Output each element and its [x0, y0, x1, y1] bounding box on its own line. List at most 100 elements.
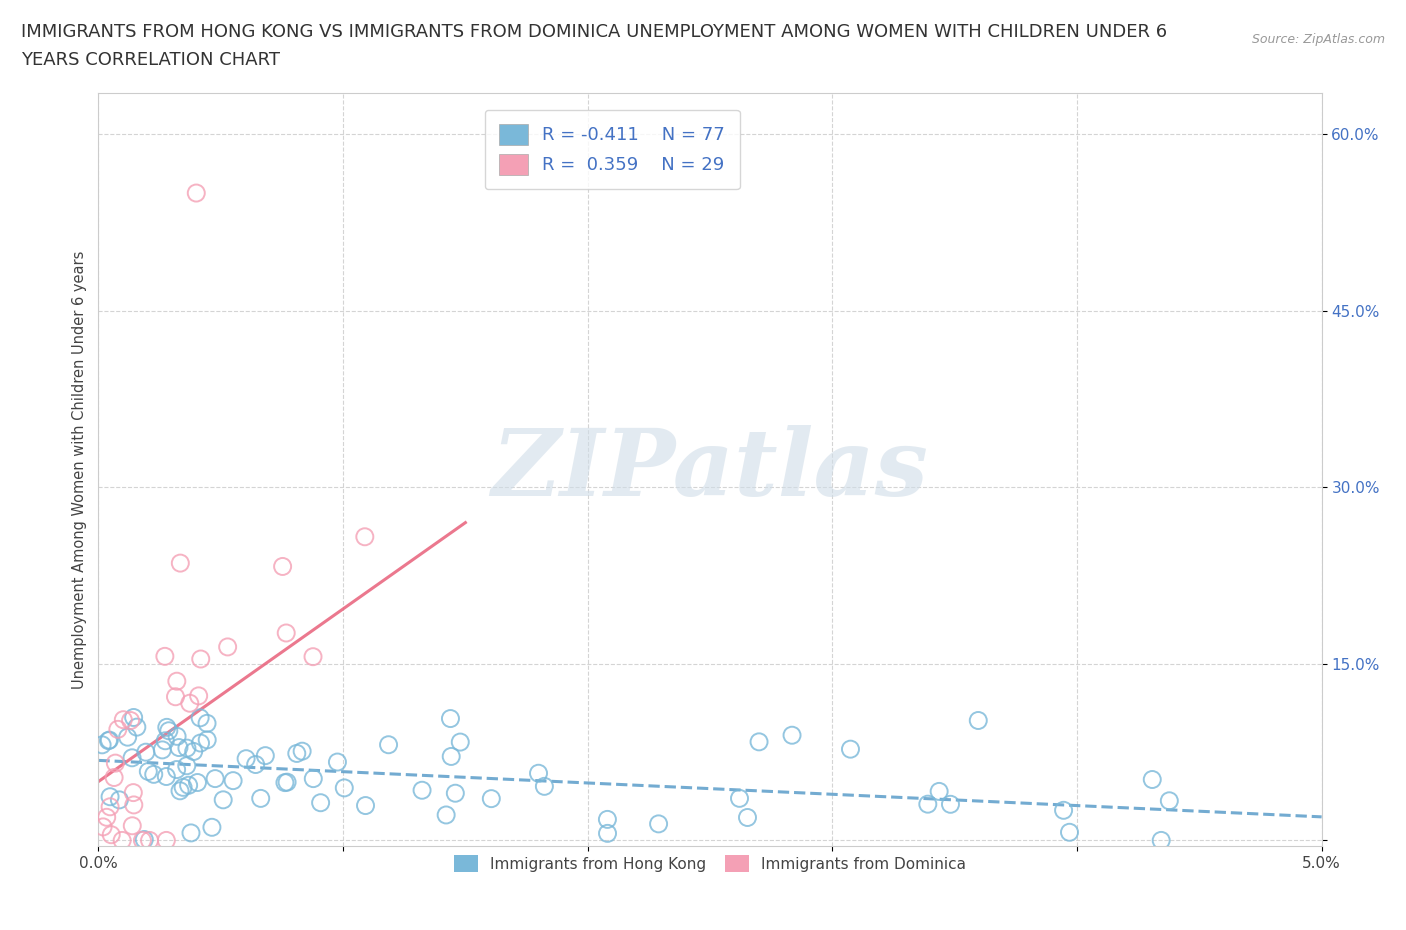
Point	[131, 833, 153, 848]
Point	[122, 785, 145, 800]
Point	[155, 734, 177, 749]
Point	[285, 746, 308, 761]
Point	[748, 735, 770, 750]
Point	[103, 770, 125, 785]
Point	[204, 771, 226, 786]
Point	[166, 729, 188, 744]
Point	[188, 711, 211, 725]
Point	[91, 737, 114, 752]
Point	[276, 775, 298, 790]
Point	[186, 186, 208, 201]
Point	[479, 791, 502, 806]
Text: IMMIGRANTS FROM HONG KONG VS IMMIGRANTS FROM DOMINICA UNEMPLOYMENT AMONG WOMEN W: IMMIGRANTS FROM HONG KONG VS IMMIGRANTS …	[21, 23, 1167, 41]
Point	[271, 559, 294, 574]
Point	[177, 777, 200, 792]
Point	[100, 828, 122, 843]
Point	[91, 819, 114, 834]
Point	[967, 713, 990, 728]
Point	[157, 724, 180, 738]
Point	[142, 767, 165, 782]
Point	[155, 769, 177, 784]
Point	[108, 792, 131, 807]
Point	[195, 733, 218, 748]
Point	[195, 716, 218, 731]
Point	[839, 742, 862, 757]
Point	[107, 722, 129, 737]
Point	[737, 810, 759, 825]
Point	[96, 810, 118, 825]
Point	[302, 649, 325, 664]
Point	[533, 779, 555, 794]
Point	[254, 749, 277, 764]
Point	[111, 833, 134, 848]
Point	[444, 786, 467, 801]
Point	[120, 713, 142, 728]
Point	[235, 751, 257, 766]
Point	[928, 784, 950, 799]
Point	[201, 820, 224, 835]
Point	[353, 529, 375, 544]
Point	[326, 754, 349, 769]
Point	[136, 764, 159, 779]
Point	[176, 758, 198, 773]
Point	[274, 776, 297, 790]
Point	[172, 780, 194, 795]
Point	[176, 740, 198, 755]
Text: ZIPatlas: ZIPatlas	[492, 425, 928, 514]
Point	[780, 728, 803, 743]
Point	[121, 751, 143, 765]
Point	[97, 733, 120, 748]
Point	[276, 626, 298, 641]
Point	[134, 832, 156, 847]
Point	[156, 720, 179, 735]
Point	[440, 749, 463, 764]
Point	[165, 689, 187, 704]
Point	[302, 771, 325, 786]
Point	[169, 783, 191, 798]
Point	[217, 640, 239, 655]
Point	[291, 744, 314, 759]
Point	[377, 737, 399, 752]
Point	[153, 649, 176, 664]
Point	[98, 733, 121, 748]
Point	[190, 736, 212, 751]
Point	[245, 757, 267, 772]
Point	[150, 742, 173, 757]
Point	[1052, 803, 1074, 817]
Point	[135, 745, 157, 760]
Point	[179, 696, 201, 711]
Point	[1150, 833, 1173, 848]
Text: Source: ZipAtlas.com: Source: ZipAtlas.com	[1251, 33, 1385, 46]
Point	[117, 730, 139, 745]
Point	[98, 800, 121, 815]
Point	[183, 744, 205, 759]
Point	[104, 756, 127, 771]
Point	[309, 795, 332, 810]
Point	[212, 792, 235, 807]
Point	[411, 783, 433, 798]
Point	[167, 740, 190, 755]
Point	[121, 818, 143, 833]
Point	[939, 797, 962, 812]
Text: YEARS CORRELATION CHART: YEARS CORRELATION CHART	[21, 51, 280, 69]
Point	[333, 780, 356, 795]
Point	[138, 833, 160, 848]
Point	[122, 710, 145, 724]
Point	[449, 735, 471, 750]
Point	[187, 688, 209, 703]
Point	[434, 807, 457, 822]
Point	[647, 817, 669, 831]
Point	[596, 826, 619, 841]
Point	[98, 790, 121, 804]
Point	[155, 833, 177, 848]
Point	[1159, 793, 1181, 808]
Point	[249, 790, 271, 805]
Point	[169, 555, 191, 570]
Point	[186, 775, 208, 790]
Point	[166, 762, 188, 777]
Point	[190, 652, 212, 667]
Point	[1059, 825, 1081, 840]
Y-axis label: Unemployment Among Women with Children Under 6 years: Unemployment Among Women with Children U…	[72, 250, 87, 689]
Point	[125, 720, 148, 735]
Legend: Immigrants from Hong Kong, Immigrants from Dominica: Immigrants from Hong Kong, Immigrants fr…	[446, 847, 974, 880]
